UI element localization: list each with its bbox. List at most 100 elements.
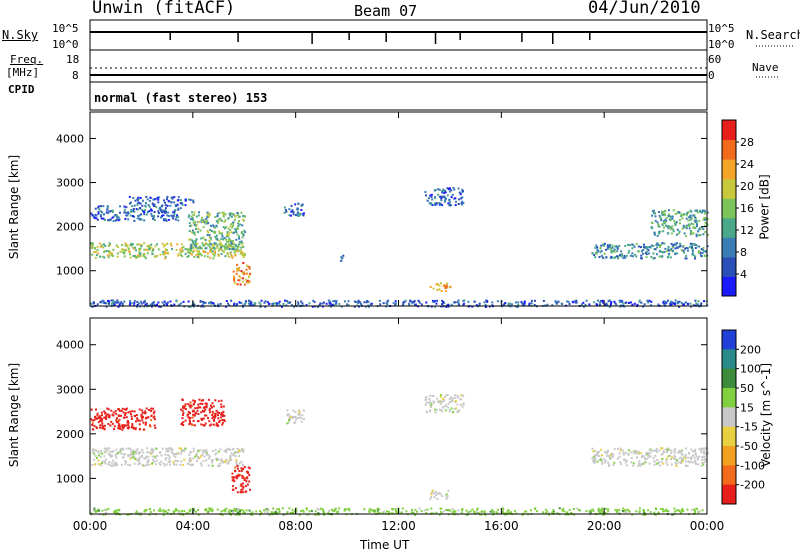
range-cell (101, 460, 104, 463)
range-cell (138, 456, 141, 459)
range-cell (684, 257, 687, 260)
range-cell (476, 507, 479, 510)
range-cell (338, 507, 341, 510)
range-cell (218, 230, 221, 233)
range-cell (603, 461, 606, 464)
range-cell (513, 509, 516, 512)
range-cell (143, 305, 146, 308)
range-cell (173, 463, 176, 466)
range-cell (187, 410, 190, 413)
range-cell (237, 507, 239, 510)
range-cell (196, 242, 199, 245)
range-cell (691, 250, 694, 253)
range-cell (236, 467, 239, 470)
range-cell (227, 447, 230, 450)
range-cell (426, 508, 429, 511)
range-cell (195, 228, 197, 230)
range-cell (700, 303, 703, 306)
range-cell (672, 244, 675, 247)
range-cell (144, 205, 147, 208)
range-cell (198, 246, 201, 249)
range-cell (237, 451, 240, 454)
range-cell (461, 394, 464, 397)
range-cell (165, 450, 168, 453)
range-cell (686, 247, 689, 250)
range-cell (305, 513, 308, 516)
range-cell (440, 400, 443, 403)
range-cell (453, 188, 456, 191)
range-cell (430, 202, 433, 205)
range-cell (621, 253, 623, 256)
range-cell (448, 190, 451, 193)
range-cell (210, 224, 212, 227)
range-cell (137, 198, 140, 201)
range-cell (147, 455, 150, 458)
range-cell (656, 246, 658, 249)
range-cell (688, 227, 691, 230)
range-cell (199, 229, 202, 232)
range-cell (144, 457, 147, 460)
range-cell (113, 510, 116, 513)
range-cell (624, 256, 627, 259)
range-cell (627, 453, 630, 456)
range-cell (245, 300, 247, 303)
range-cell (235, 231, 238, 233)
range-cell (146, 447, 149, 450)
range-cell (694, 511, 696, 514)
range-cell (91, 253, 94, 256)
range-cell (442, 188, 445, 191)
range-cell (609, 247, 612, 250)
range-cell (454, 400, 457, 402)
range-cell (703, 209, 706, 212)
range-cell (706, 218, 709, 221)
range-cell (210, 404, 212, 407)
range-cell (605, 452, 608, 455)
range-cell (657, 511, 660, 514)
range-cell (661, 213, 664, 216)
range-cell (690, 231, 693, 233)
range-cell (400, 511, 403, 514)
range-cell (254, 303, 257, 305)
range-cell (300, 420, 303, 423)
range-cell (227, 240, 230, 243)
range-cell (145, 416, 148, 419)
range-cell (172, 217, 175, 220)
range-cell (637, 250, 640, 253)
velocity-heatmap (90, 394, 709, 516)
range-cell (671, 456, 674, 459)
range-cell (150, 246, 153, 249)
power-colorbar-cell (722, 276, 736, 297)
range-cell (624, 461, 627, 464)
range-cell (679, 242, 682, 245)
range-cell (696, 458, 699, 461)
range-cell (140, 302, 143, 305)
range-cell (96, 509, 99, 512)
range-cell (501, 511, 504, 513)
range-cell (131, 243, 134, 246)
range-cell (240, 232, 243, 235)
power-colorbar-tick-label: 12 (740, 224, 754, 237)
range-cell (705, 217, 708, 220)
range-cell (544, 512, 547, 515)
range-cell (164, 201, 167, 204)
range-cell (622, 453, 625, 456)
range-cell (438, 492, 441, 494)
range-cell (206, 252, 209, 255)
range-cell (110, 454, 113, 457)
range-cell (410, 509, 413, 511)
range-cell (347, 300, 350, 303)
range-cell (116, 252, 119, 255)
range-cell (157, 509, 160, 512)
range-cell (703, 254, 706, 257)
range-cell (243, 252, 246, 255)
range-cell (181, 246, 184, 249)
power-colorbar-tick-label: 16 (740, 202, 754, 215)
range-cell (604, 507, 607, 510)
range-cell (627, 251, 630, 254)
range-cell (165, 252, 168, 255)
range-cell (162, 209, 165, 212)
range-cell (678, 305, 681, 308)
range-cell (676, 228, 679, 231)
range-cell (237, 508, 240, 511)
range-cell (181, 409, 184, 412)
